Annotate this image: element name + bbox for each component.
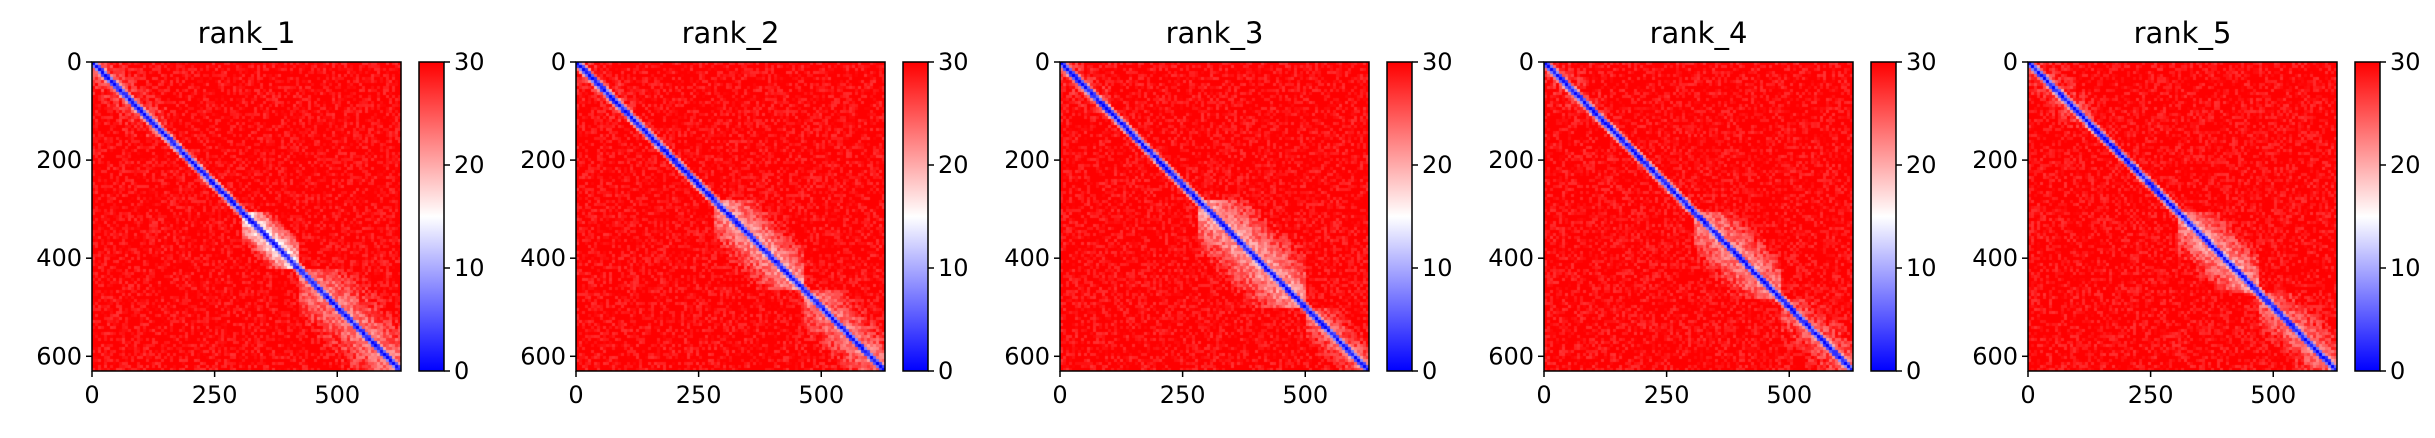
colorbar-tick-label: 30 [938,48,969,76]
x-tick-label: 500 [1282,381,1328,409]
x-tick-label: 500 [1766,381,1812,409]
colorbar-tick-label: 20 [454,151,485,179]
y-tick-label: 0 [2003,48,2018,76]
heatmap-frame [1059,61,1370,372]
colorbar-tick-label: 0 [1422,357,1437,385]
heatmap-image [92,62,401,371]
colorbar-tick-label: 30 [2390,48,2421,76]
y-tick-label: 200 [520,146,566,174]
colorbar [1386,61,1413,372]
y-tick-label: 400 [1488,244,1534,272]
y-tick-label: 200 [1004,146,1050,174]
y-tick-label: 400 [1972,244,2018,272]
y-tick-label: 400 [36,244,82,272]
y-tick-label: 200 [36,146,82,174]
x-tick-label: 0 [1052,381,1067,409]
heatmap-image [2028,62,2337,371]
heatmap-image [1060,62,1369,371]
colorbar-tick-label: 20 [1422,151,1453,179]
y-tick-label: 400 [1004,244,1050,272]
x-tick-label: 0 [2020,381,2035,409]
x-tick-label: 500 [314,381,360,409]
x-tick-label: 500 [2250,381,2296,409]
y-tick-label: 600 [1488,342,1534,370]
heatmap-frame [91,61,402,372]
y-tick-label: 600 [520,342,566,370]
x-tick-label: 0 [1536,381,1551,409]
y-tick-label: 0 [67,48,82,76]
colorbar [418,61,445,372]
y-tick-label: 600 [36,342,82,370]
colorbar-tick-label: 10 [1422,254,1453,282]
colorbar-tick-label: 20 [2390,151,2421,179]
colorbar-tick-label: 0 [1906,357,1921,385]
x-tick-label: 500 [798,381,844,409]
y-tick-label: 600 [1004,342,1050,370]
x-tick-label: 250 [192,381,238,409]
panel-title: rank_5 [2134,16,2232,50]
x-tick-label: 0 [84,381,99,409]
y-tick-label: 600 [1972,342,2018,370]
colorbar [2354,61,2381,372]
panel-title: rank_4 [1650,16,1748,50]
y-tick-label: 400 [520,244,566,272]
y-tick-label: 200 [1972,146,2018,174]
heatmap-frame [1543,61,1854,372]
heatmap-image [1544,62,1853,371]
y-tick-label: 0 [551,48,566,76]
colorbar-tick-label: 20 [1906,151,1937,179]
x-tick-label: 0 [568,381,583,409]
x-tick-label: 250 [1160,381,1206,409]
colorbar-tick-label: 10 [938,254,969,282]
y-tick-label: 0 [1035,48,1050,76]
colorbar-tick-label: 30 [1422,48,1453,76]
colorbar-tick-label: 0 [454,357,469,385]
y-tick-label: 200 [1488,146,1534,174]
colorbar-tick-label: 10 [454,254,485,282]
y-tick-label: 0 [1519,48,1534,76]
colorbar-tick-label: 10 [2390,254,2421,282]
heatmap-image [576,62,885,371]
heatmap-frame [2027,61,2338,372]
colorbar-tick-label: 0 [2390,357,2405,385]
x-tick-label: 250 [1644,381,1690,409]
colorbar-tick-label: 0 [938,357,953,385]
colorbar-tick-label: 30 [1906,48,1937,76]
heatmap-frame [575,61,886,372]
colorbar-tick-label: 20 [938,151,969,179]
panel-title: rank_1 [198,16,296,50]
x-tick-label: 250 [676,381,722,409]
panel-title: rank_2 [682,16,780,50]
x-tick-label: 250 [2128,381,2174,409]
colorbar-tick-label: 10 [1906,254,1937,282]
panel-title: rank_3 [1166,16,1264,50]
colorbar-tick-label: 30 [454,48,485,76]
colorbar [902,61,929,372]
colorbar [1870,61,1897,372]
